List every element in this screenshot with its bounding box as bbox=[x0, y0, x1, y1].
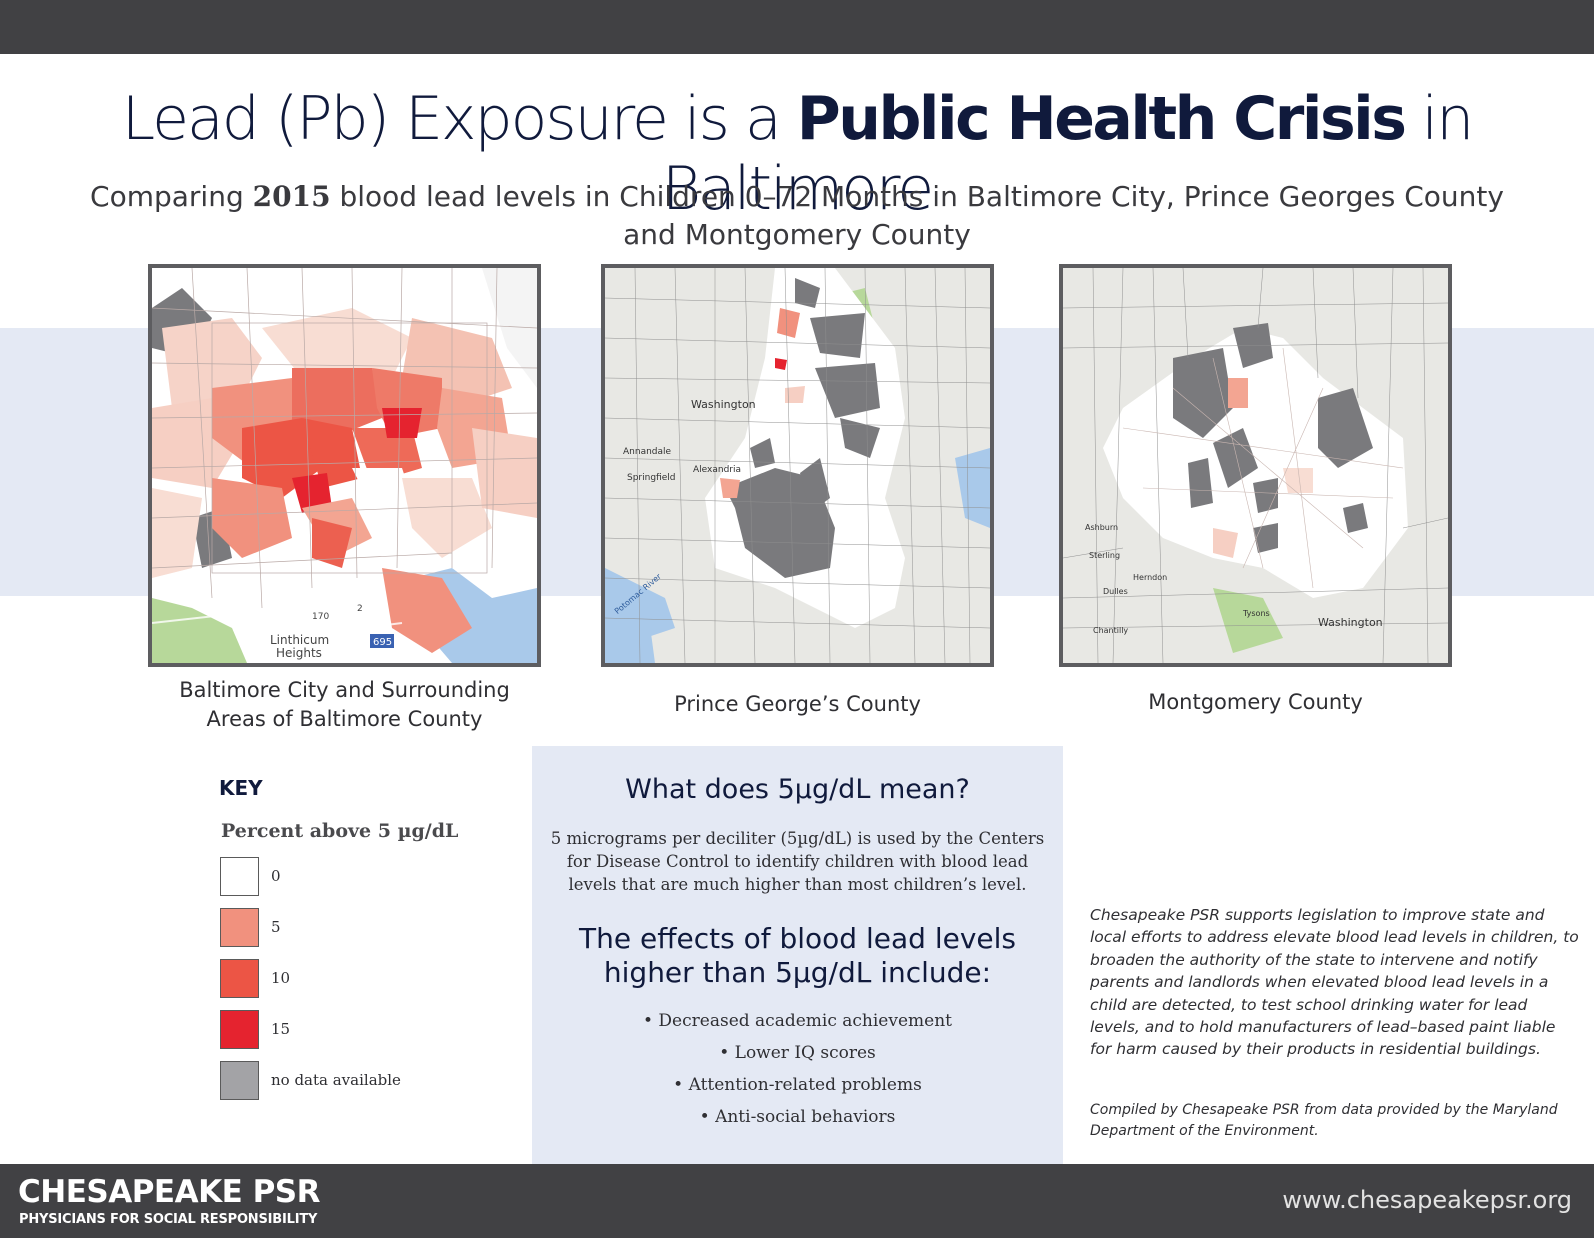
interstate-shield: 695 bbox=[373, 637, 392, 648]
map-label: Dulles bbox=[1103, 587, 1128, 596]
map-prince-georges-svg: Washington Annandale Alexandria Springfi… bbox=[605, 268, 990, 663]
data-credit: Compiled by Chesapeake PSR from data pro… bbox=[1090, 1102, 1558, 1139]
title-emphasis: Public Health Crisis bbox=[796, 84, 1407, 154]
key-swatch bbox=[220, 856, 259, 896]
key-title: KEY bbox=[219, 776, 263, 800]
key-swatch bbox=[220, 907, 259, 947]
caption-baltimore: Baltimore City and Surrounding Areas of … bbox=[179, 678, 510, 731]
policy-note: Chesapeake PSR supports legislation to i… bbox=[1090, 906, 1579, 1059]
info-paragraph: 5 micrograms per deciliter (5µg/dL) is u… bbox=[550, 829, 1045, 894]
key-item-15: 15 bbox=[220, 1009, 290, 1049]
key-item-0: 0 bbox=[220, 856, 281, 896]
key-label: 10 bbox=[271, 969, 291, 987]
key-subtitle: Percent above 5 µg/dL bbox=[221, 820, 459, 842]
caption-prince-georges: Prince George’s County bbox=[674, 692, 921, 716]
footer: CHESAPEAKE PSR PHYSICIANS FOR SOCIAL RES… bbox=[0, 1164, 1594, 1238]
key-swatch bbox=[220, 958, 259, 998]
map-baltimore: Linthicum Heights 170 2 695 bbox=[148, 264, 541, 667]
subtitle-year: 2015 bbox=[252, 180, 331, 213]
map-label: Herndon bbox=[1133, 573, 1167, 582]
map-prince-georges: Washington Annandale Alexandria Springfi… bbox=[601, 264, 994, 667]
org-logo-tagline: PHYSICIANS FOR SOCIAL RESPONSIBILITY bbox=[19, 1212, 318, 1227]
key-item-10: 10 bbox=[220, 958, 290, 998]
map-label: Tysons bbox=[1242, 609, 1270, 618]
route-shield: 2 bbox=[357, 604, 363, 614]
map-label: Springfield bbox=[627, 473, 675, 483]
page-subtitle: Comparing 2015 blood lead levels in Chil… bbox=[90, 180, 1504, 251]
key-swatch bbox=[220, 1009, 259, 1049]
map-label: Washington bbox=[1318, 616, 1383, 629]
key-item-5: 5 bbox=[220, 907, 281, 947]
info-box: What does 5µg/dL mean? 5 micrograms per … bbox=[532, 746, 1063, 1164]
map-montgomery: Washington Ashburn Sterling Herndon Tyso… bbox=[1059, 264, 1452, 667]
effect-item: • Decreased academic achievement bbox=[643, 1011, 952, 1031]
page-title: Lead (Pb) Exposure is a Public Health Cr… bbox=[121, 84, 1474, 224]
key-swatch bbox=[220, 1060, 259, 1100]
effect-item: • Lower IQ scores bbox=[719, 1043, 876, 1063]
effect-item: • Attention-related problems bbox=[673, 1075, 922, 1095]
key-label: 0 bbox=[271, 867, 281, 885]
map-label: Annandale bbox=[623, 447, 672, 457]
map-label: Heights bbox=[276, 646, 322, 660]
key-label: no data available bbox=[271, 1071, 401, 1089]
website-link[interactable]: www.chesapeakepsr.org bbox=[1282, 1186, 1572, 1214]
map-label: Chantilly bbox=[1093, 626, 1128, 635]
caption-montgomery: Montgomery County bbox=[1148, 690, 1363, 714]
map-label: Ashburn bbox=[1085, 523, 1118, 532]
map-label: Alexandria bbox=[693, 465, 741, 475]
top-bar bbox=[0, 0, 1594, 54]
route-shield: 170 bbox=[312, 612, 329, 622]
key-item-no-data: no data available bbox=[220, 1060, 401, 1100]
map-label: Linthicum bbox=[270, 633, 329, 647]
map-label: Sterling bbox=[1089, 551, 1120, 560]
map-label: Washington bbox=[691, 398, 756, 411]
key-label: 15 bbox=[271, 1020, 291, 1038]
key-label: 5 bbox=[271, 918, 281, 936]
effects-heading: The effects of blood lead levels higher … bbox=[579, 922, 1016, 989]
map-montgomery-svg: Washington Ashburn Sterling Herndon Tyso… bbox=[1063, 268, 1448, 663]
map-baltimore-svg: Linthicum Heights 170 2 695 bbox=[152, 268, 537, 663]
org-logo-name: CHESAPEAKE PSR bbox=[18, 1174, 321, 1210]
effect-item: • Anti-social behaviors bbox=[699, 1107, 896, 1127]
info-heading: What does 5µg/dL mean? bbox=[625, 774, 970, 805]
